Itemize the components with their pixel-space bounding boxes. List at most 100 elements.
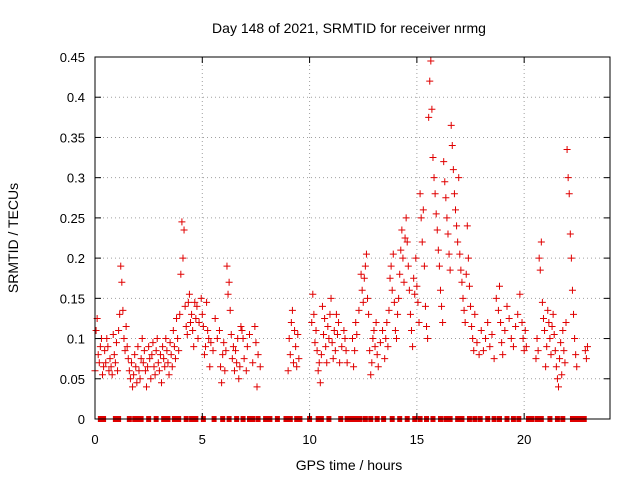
data-point [473,339,481,347]
data-point [329,355,337,363]
data-point [555,383,562,391]
data-point [420,262,428,270]
data-point [184,298,192,306]
data-point [452,206,459,214]
data-point [193,302,201,310]
data-point [126,375,134,383]
data-point [556,355,564,363]
y-tick-label: 0.05 [60,372,85,387]
data-point [233,359,241,367]
data-point [134,343,142,351]
data-point [288,306,296,314]
data-point [203,298,211,306]
data-point [342,347,350,355]
data-point [497,318,505,326]
data-point [398,226,406,234]
data-point [439,318,447,326]
data-point [447,121,455,129]
data-point [534,347,542,355]
data-point [350,363,358,371]
data-point [340,327,348,335]
y-tick-label: 0.3 [67,171,85,186]
data-point [392,335,400,343]
data-point [550,331,558,339]
data-point [139,359,147,367]
data-point [132,363,140,371]
data-point [194,335,202,343]
data-point [532,355,540,363]
data-point [415,318,423,326]
data-point [423,322,431,330]
data-point [549,310,557,318]
data-point [520,347,528,355]
data-point [327,294,335,302]
data-point [219,351,227,359]
data-point [311,339,319,347]
data-point [548,322,556,330]
data-point [433,226,441,234]
data-point [295,355,303,363]
data-point [217,363,225,371]
data-point [396,270,404,278]
data-point [583,343,591,351]
data-point [562,318,570,326]
data-point [394,310,402,318]
data-point [326,310,334,318]
data-point [552,363,560,371]
data-point [198,310,206,318]
data-point [547,351,555,359]
data-point [400,278,408,286]
data-point [123,343,131,351]
data-point [468,322,476,330]
data-point [441,178,449,186]
y-tick-label: 0.4 [67,90,85,105]
data-point [323,359,331,367]
data-point [449,166,457,174]
x-tick-label: 5 [199,432,206,447]
data-point [395,294,403,302]
chart-title: Day 148 of 2021, SRMTID for receiver nrm… [212,20,486,36]
data-point [458,278,466,286]
data-point [445,250,453,258]
data-point [312,327,320,335]
data-point [96,343,104,351]
data-point [158,379,166,387]
data-point [240,355,248,363]
data-point [229,343,237,351]
data-point [465,282,473,290]
data-point [338,343,346,351]
data-point [145,343,153,351]
data-point [320,331,328,339]
data-point [490,355,498,363]
data-point [414,298,422,306]
data-point [169,327,177,335]
data-point [228,355,236,363]
data-point [156,351,164,359]
data-point [403,238,411,246]
data-point [226,306,234,314]
data-point [425,113,433,121]
data-point [238,327,246,335]
data-point [429,154,437,162]
data-point [457,266,465,274]
data-point [105,367,113,375]
data-point [236,363,244,371]
data-point [180,226,188,234]
data-point [181,302,189,310]
data-point [146,355,154,363]
data-point [581,347,589,355]
data-point [114,367,122,375]
data-point [479,347,487,355]
data-point [367,371,375,379]
data-point [287,318,295,326]
data-point [309,290,317,298]
data-point [383,318,391,326]
data-point [171,355,179,363]
x-tick-label: 15 [410,432,424,447]
data-point [209,347,217,355]
data-point [386,274,394,282]
data-point [374,363,382,371]
data-point [315,359,323,367]
data-point [253,383,261,391]
data-point [566,230,574,238]
